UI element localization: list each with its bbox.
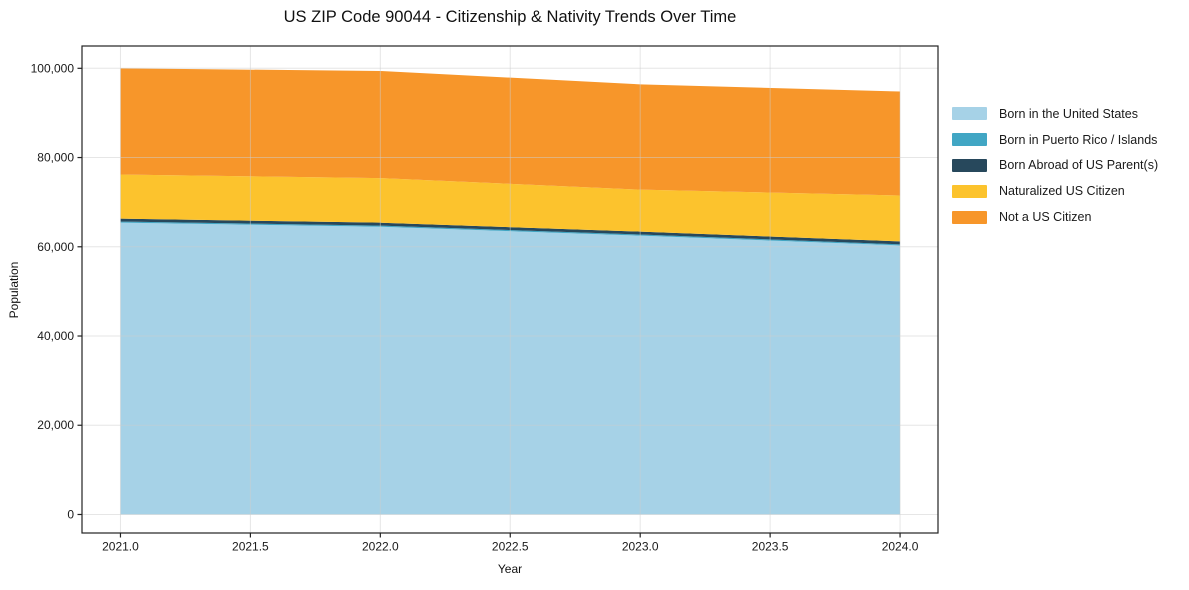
- legend-label: Not a US Citizen: [999, 210, 1092, 225]
- y-tick-label: 40,000: [37, 329, 74, 343]
- legend-swatch: [952, 158, 987, 172]
- legend-swatch: [952, 107, 987, 121]
- legend-label: Naturalized US Citizen: [999, 184, 1125, 199]
- x-tick-label: 2024.0: [882, 540, 919, 554]
- y-axis-label: Population: [7, 261, 21, 319]
- y-tick-label: 20,000: [37, 418, 74, 432]
- legend-item: Born in the United States: [952, 101, 1158, 127]
- legend-swatch: [952, 210, 987, 224]
- y-tick-label: 100,000: [31, 61, 75, 75]
- chart-title: US ZIP Code 90044 - Citizenship & Nativi…: [283, 8, 737, 26]
- legend-label: Born Abroad of US Parent(s): [999, 158, 1159, 173]
- x-tick-label: 2022.0: [362, 540, 399, 554]
- legend-swatch: [952, 133, 987, 147]
- x-axis-label: Year: [497, 562, 523, 576]
- x-tick-label: 2023.0: [622, 540, 659, 554]
- legend-item: Born in Puerto Rico / Islands: [952, 127, 1158, 153]
- legend-label: Born in Puerto Rico / Islands: [999, 132, 1158, 147]
- legend-label: Born in the United States: [999, 106, 1138, 121]
- legend-item: Naturalized US Citizen: [952, 178, 1158, 204]
- y-tick-label: 60,000: [37, 240, 74, 254]
- x-tick-label: 2021.0: [102, 540, 139, 554]
- y-tick-label: 0: [67, 507, 74, 521]
- x-tick-label: 2023.5: [752, 540, 789, 554]
- y-tick-label: 80,000: [37, 151, 74, 165]
- legend-item: Born Abroad of US Parent(s): [952, 153, 1158, 179]
- area-born-abroad-of-us-parent-s-: [120, 218, 901, 245]
- x-tick-label: 2021.5: [232, 540, 269, 554]
- x-tick-label: 2022.5: [492, 540, 529, 554]
- legend-swatch: [952, 184, 987, 198]
- legend: Born in the United States Born in Puerto …: [952, 101, 1158, 230]
- legend-item: Not a US Citizen: [952, 204, 1158, 230]
